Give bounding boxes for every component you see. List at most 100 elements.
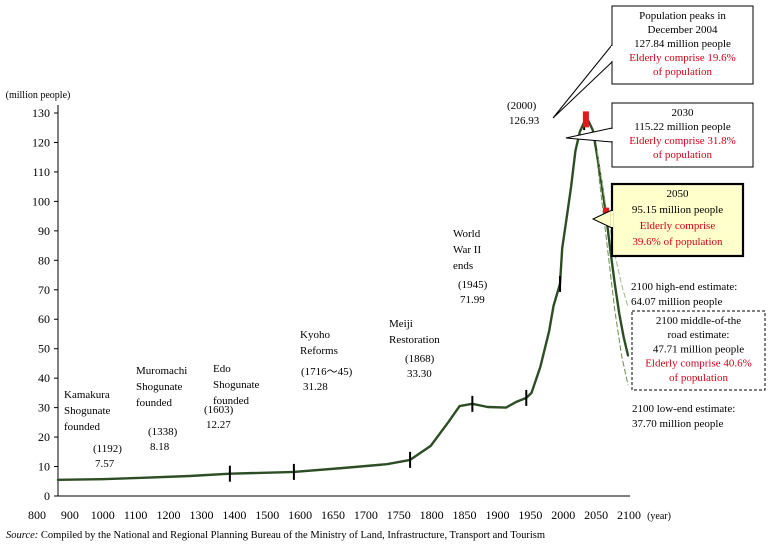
annotation-text: founded — [64, 421, 101, 433]
annotation-text: Shogunate — [136, 381, 183, 393]
annotation-text: 2100 low-end estimate: — [632, 403, 735, 415]
annotation-text: War II — [453, 244, 481, 256]
y-tick-label: 80 — [38, 253, 50, 267]
source-prefix: Source: — [6, 530, 39, 541]
chart-axes: 0 10 20 30 40 50 60 70 80 90 100 110 120 130 800 900 100… — [6, 90, 671, 522]
callout-text: 2030 — [672, 107, 695, 119]
annotation-text: (1192) — [93, 443, 122, 455]
annotation-text: 12.27 — [206, 419, 231, 431]
y-tick-label: 30 — [38, 401, 50, 415]
annotation-text: World — [453, 228, 481, 240]
y-axis-unit: (million people) — [6, 90, 71, 101]
annotation-text: (1868) — [405, 353, 435, 365]
callout-text: 115.22 million people — [634, 121, 731, 133]
callout-frame — [610, 182, 745, 258]
callout-text: 95.15 million people — [632, 204, 723, 216]
callout-box: 2050 95.15 million people Elderly comprise… — [591, 182, 745, 258]
callout-elderly-text: of population — [653, 149, 712, 161]
annotation-text: 71.99 — [460, 294, 485, 306]
callout-elderly-text: 39.6% of population — [632, 236, 723, 248]
x-tick-label: 2050 — [584, 508, 608, 522]
callout-box: Population peaks in December 2004 127.84 m… — [552, 5, 754, 119]
chart-labels: Kamakura Shogunate founded (1192) 7.57 Muroma… — [64, 5, 766, 470]
annotation-text: Shogunate — [213, 379, 260, 391]
x-tick-label: 1000 — [91, 508, 115, 522]
x-tick-label: 1100 — [124, 508, 148, 522]
y-tick-label: 10 — [38, 460, 50, 474]
x-tick-label: 1400 — [222, 508, 246, 522]
y-tick-label: 120 — [32, 135, 50, 149]
chart-plot — [56, 111, 630, 482]
callout-elderly-text: of population — [653, 66, 712, 78]
x-tick-label: 2100 — [617, 508, 641, 522]
callout-elderly-text: of population — [669, 372, 728, 384]
annotation-text: founded — [213, 395, 250, 407]
population-line — [56, 118, 630, 481]
callout-pointer — [565, 127, 613, 143]
y-tick-label: 50 — [38, 342, 50, 356]
callout-frame — [611, 5, 754, 85]
annotation-text: Shogunate — [64, 405, 111, 417]
callout-frame — [631, 310, 766, 391]
annotation-text: ends — [453, 260, 473, 272]
x-tick-label: 1700 — [354, 508, 378, 522]
x-tick-label: 1300 — [189, 508, 213, 522]
annotation-text: 7.57 — [95, 458, 115, 470]
y-tick-label: 20 — [38, 430, 50, 444]
annotation-text: 31.28 — [303, 381, 328, 393]
annotation-text: Restoration — [389, 334, 440, 346]
annotation-text: Kamakura — [64, 389, 110, 401]
y-tick-label: 100 — [32, 194, 50, 208]
annotation-text: 64.07 million people — [631, 296, 722, 308]
annotation-text: (1716～45) — [301, 366, 353, 378]
x-tick-label: 900 — [61, 508, 79, 522]
callout-text: 2050 — [667, 188, 690, 200]
x-tick-label: 2000 — [551, 508, 575, 522]
x-tick-label: 1800 — [420, 508, 444, 522]
annotation-text: (1945) — [458, 279, 488, 291]
annotation-text: 2100 high-end estimate: — [631, 281, 737, 293]
annotation-text: founded — [136, 397, 173, 409]
x-tick-label: 1650 — [321, 508, 345, 522]
y-tick-label: 60 — [38, 312, 50, 326]
callout-text: 47.71 million people — [653, 343, 744, 355]
x-axis-unit: (year) — [647, 511, 671, 522]
x-tick-label: 1200 — [157, 508, 181, 522]
y-tick-label: 90 — [38, 224, 50, 238]
callout-elderly-text: Elderly comprise 19.6% — [629, 52, 736, 64]
callout-elderly-text: Elderly comprise — [640, 220, 716, 232]
x-tick-label: 1750 — [387, 508, 411, 522]
annotation-text: Meiji — [389, 318, 413, 330]
annotation-text: (2000) — [507, 100, 537, 112]
annotation-text: Kyoho — [300, 329, 330, 341]
y-tick-label: 110 — [32, 165, 50, 179]
callout-box: 2030 115.22 million people Elderly compris… — [565, 102, 754, 168]
callout-elderly-text: Elderly comprise 40.6% — [645, 358, 752, 370]
x-tick-label: 800 — [28, 508, 46, 522]
y-tick-label: 130 — [32, 106, 50, 120]
callout-box: 2100 middle-of-the road estimate: 47.71 mi… — [631, 310, 766, 391]
annotation-text: 33.30 — [407, 368, 432, 380]
x-tick-label: 1900 — [485, 508, 509, 522]
source-note: Source: Compiled by the National and Reg… — [6, 530, 545, 541]
callout-pointer — [552, 44, 613, 119]
y-tick-label: 70 — [38, 283, 50, 297]
annotation-text: (1338) — [148, 426, 178, 438]
y-tick-label: 40 — [38, 371, 50, 385]
highlight-marker — [582, 111, 589, 128]
annotation-text: 126.93 — [509, 115, 540, 127]
source-text: Compiled by the National and Regional Pl… — [38, 530, 546, 541]
x-tick-label: 1950 — [518, 508, 542, 522]
y-tick-label: 0 — [44, 489, 50, 503]
callout-text: 2100 middle-of-the — [656, 315, 741, 327]
callout-elderly-text: Elderly comprise 31.8% — [629, 135, 736, 147]
annotation-text: Reforms — [300, 345, 338, 357]
x-tick-label: 1850 — [453, 508, 477, 522]
callout-text: December 2004 — [648, 24, 718, 36]
annotation-text: 37.70 million people — [632, 418, 723, 430]
x-tick-label: 1600 — [288, 508, 312, 522]
annotation-text: Edo — [213, 363, 231, 375]
annotation-text: Muromachi — [136, 365, 187, 377]
callout-pointer — [591, 209, 613, 229]
